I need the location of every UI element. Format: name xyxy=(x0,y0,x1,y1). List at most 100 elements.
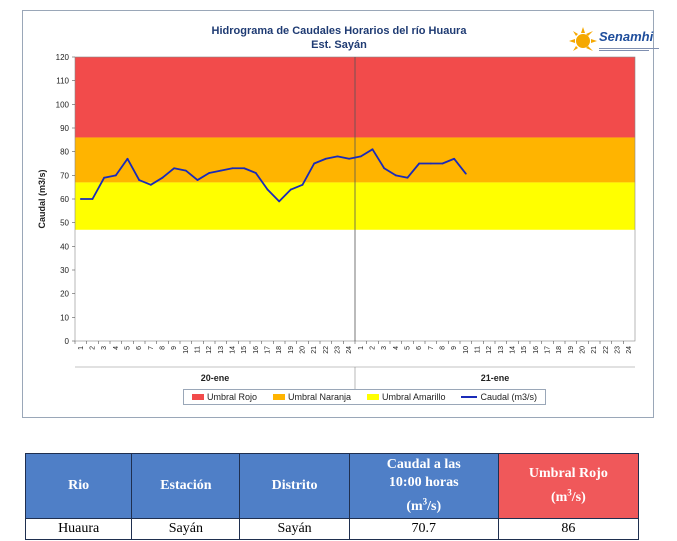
legend-label-amarillo: Umbral Amarillo xyxy=(381,392,446,402)
header-caudal-line1: Caudal a las xyxy=(386,457,461,472)
x-tick-label: 21 xyxy=(311,346,318,354)
data-point xyxy=(289,188,292,191)
data-point xyxy=(103,176,106,179)
legend-swatch-caudal xyxy=(461,396,478,398)
x-tick-label: 8 xyxy=(440,346,447,350)
header-umbral-unit: (m3/s) xyxy=(550,487,586,505)
x-tick-label: 20 xyxy=(300,346,307,354)
x-tick-label: 11 xyxy=(195,346,202,353)
data-point xyxy=(138,179,141,181)
cell-rio: Huaura xyxy=(24,517,133,540)
data-point xyxy=(313,162,316,165)
x-tick-label: 14 xyxy=(230,346,237,354)
data-point xyxy=(453,157,456,160)
data-point xyxy=(266,188,269,191)
y-tick-label: 80 xyxy=(60,148,69,157)
data-point xyxy=(348,157,351,160)
x-tick-label: 22 xyxy=(323,346,330,354)
y-tick-label: 120 xyxy=(56,53,70,62)
y-tick-label: 70 xyxy=(60,171,69,180)
data-point xyxy=(418,162,421,165)
legend-item-amarillo: Umbral Amarillo xyxy=(366,392,446,402)
legend-swatch-rojo xyxy=(191,394,204,400)
data-point xyxy=(254,172,257,174)
x-tick-label: 21 xyxy=(591,346,598,354)
data-point xyxy=(394,174,397,177)
legend-swatch-amarillo xyxy=(366,394,379,400)
x-tick-label: 4 xyxy=(113,346,120,350)
data-point xyxy=(441,162,444,165)
header-caudal-unit: (m3/s) xyxy=(406,496,442,514)
chart-frame: Hidrograma de Caudales Horarios del río … xyxy=(22,10,659,418)
x-tick-label: 13 xyxy=(218,346,225,354)
y-tick-label: 0 xyxy=(65,337,70,346)
sun-icon xyxy=(569,27,597,51)
x-tick-label: 5 xyxy=(405,346,412,350)
legend-swatch-naranja xyxy=(272,394,285,400)
y-tick-label: 50 xyxy=(60,219,69,228)
chart-subtitle: Est. Sayán xyxy=(311,39,367,51)
x-tick-label: 16 xyxy=(533,346,540,354)
day-label: 20-ene xyxy=(201,373,230,383)
x-tick-label: 10 xyxy=(463,346,470,354)
x-tick-label: 18 xyxy=(276,346,283,354)
cell-distrito: Sayán xyxy=(239,517,350,540)
cell-umbral: 86 xyxy=(497,517,640,540)
y-axis-label: Caudal (m3/s) xyxy=(37,169,47,228)
x-tick-label: 20 xyxy=(580,346,587,354)
x-tick-label: 6 xyxy=(416,346,423,350)
data-point xyxy=(371,148,374,151)
x-tick-label: 18 xyxy=(556,346,563,354)
header-umbral-line1: Umbral Rojo xyxy=(528,466,608,481)
y-tick-label: 30 xyxy=(60,266,69,275)
cell-estacion: Sayán xyxy=(131,517,241,540)
x-tick-label: 7 xyxy=(428,346,435,350)
y-tick-label: 10 xyxy=(60,313,69,322)
data-point xyxy=(429,162,432,165)
x-tick-label: 9 xyxy=(171,346,178,350)
y-tick-label: 110 xyxy=(56,77,69,86)
x-tick-label: 14 xyxy=(510,346,517,354)
data-point xyxy=(324,157,327,160)
logo-subtext xyxy=(599,48,659,51)
header-distrito: Distrito xyxy=(239,453,350,519)
header-caudal-line2: 10:00 horas xyxy=(388,475,459,490)
table-row: Huaura Sayán Sayán 70.7 86 xyxy=(24,517,640,540)
data-point xyxy=(243,167,246,170)
x-tick-label: 1 xyxy=(358,346,365,350)
x-tick-label: 8 xyxy=(160,346,167,350)
x-tick-label: 15 xyxy=(241,346,248,354)
x-tick-label: 24 xyxy=(346,346,353,354)
x-tick-label: 3 xyxy=(101,346,108,350)
data-point xyxy=(208,172,211,174)
x-tick-label: 13 xyxy=(498,346,505,354)
x-tick-label: 19 xyxy=(568,346,575,354)
data-point xyxy=(79,198,82,200)
data-point xyxy=(406,176,409,179)
data-point xyxy=(301,183,304,186)
x-tick-label: 22 xyxy=(603,346,610,354)
data-point xyxy=(383,167,386,170)
y-tick-label: 100 xyxy=(56,100,70,109)
data-point xyxy=(219,169,222,172)
header-umbral: Umbral Rojo (m3/s) xyxy=(497,453,640,519)
y-tick-label: 90 xyxy=(60,124,69,133)
data-point xyxy=(464,172,467,175)
series-line-caudal xyxy=(80,148,467,203)
legend-label-rojo: Umbral Rojo xyxy=(206,392,257,402)
x-tick-label: 12 xyxy=(486,346,493,354)
x-tick-label: 6 xyxy=(136,346,143,350)
x-tick-label: 11 xyxy=(475,346,482,353)
chart-title: Hidrograma de Caudales Horarios del río … xyxy=(211,25,467,37)
cell-caudal: 70.7 xyxy=(348,517,499,540)
x-tick-label: 17 xyxy=(545,346,552,354)
data-point xyxy=(173,167,176,170)
y-tick-label: 40 xyxy=(60,242,69,251)
header-rio: Rio xyxy=(24,453,133,519)
x-tick-label: 2 xyxy=(90,346,97,350)
data-point xyxy=(161,176,164,179)
data-point xyxy=(231,167,234,170)
x-tick-label: 5 xyxy=(125,346,132,350)
x-tick-label: 9 xyxy=(451,346,458,350)
summary-table: Rio Estación Distrito Caudal a las 10:00… xyxy=(24,453,640,540)
